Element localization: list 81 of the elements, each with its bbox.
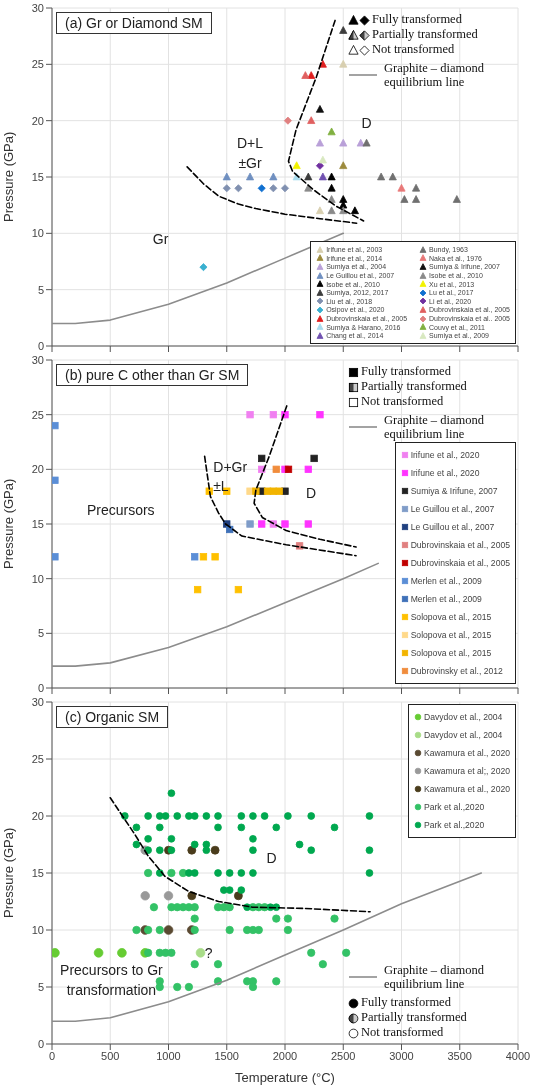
legend-label: Graphite – diamond equilibrium line <box>384 61 485 89</box>
annotation: D+L <box>237 135 264 152</box>
x-tick-label: 4000 <box>505 1049 531 1062</box>
y-tick-label: 15 <box>31 866 44 879</box>
x-tick-label: 3500 <box>447 1049 472 1062</box>
annotation: Not transformed <box>372 42 455 57</box>
annotation: Not transformed <box>361 394 444 409</box>
legend-label: Kawamura et al;, 2020 <box>424 766 510 776</box>
x-tick-label: 500 <box>101 1049 120 1062</box>
y-axis-title: Pressure (GPa) <box>0 827 16 918</box>
annotation: D <box>361 114 372 131</box>
y-axis-title: Pressure (GPa) <box>0 131 16 222</box>
legend-label: Merlen et al., 2009 <box>410 594 482 604</box>
y-tick-label: 20 <box>31 463 44 476</box>
legend-label: Le Guillou et al., 2007 <box>410 522 495 532</box>
legend-label: Davydov et al., 2004 <box>424 712 503 722</box>
annotation: Partially transformed <box>361 379 467 394</box>
text: (c) Organic SM <box>56 706 169 728</box>
annotation: Precursors to Gr <box>60 961 163 978</box>
legend-label: Dubrovinsky et al., 2012 <box>410 666 503 676</box>
annotation: transformation <box>66 982 157 999</box>
legend-label: Graphite – diamond equilibrium line <box>384 413 485 441</box>
x-tick-label: 2000 <box>272 1049 298 1062</box>
y-tick-label: 30 <box>31 353 44 366</box>
x-tick-label: 1500 <box>214 1049 239 1062</box>
y-tick-label: 15 <box>31 170 44 183</box>
annotation: D+Gr <box>213 459 248 476</box>
y-tick-label: 0 <box>37 681 44 694</box>
legend-label: Park et al.,2020 <box>424 820 485 830</box>
y-tick-label: 0 <box>37 339 44 352</box>
y-tick-label: 20 <box>31 114 44 127</box>
annotation: D <box>266 850 277 867</box>
y-tick-label: 5 <box>37 627 44 640</box>
annotation: ±Gr <box>238 155 262 172</box>
annotation: Fully transformed <box>372 12 462 27</box>
y-tick-label: 5 <box>37 980 44 993</box>
annotation: Partially transformed <box>372 27 478 42</box>
legend-label: Graphite – diamond equilibrium line <box>384 963 485 991</box>
legend-label: Irifune et al., 2020 <box>410 468 480 478</box>
y-axis-title: Pressure (GPa) <box>0 478 16 569</box>
y-tick-label: 25 <box>31 58 44 71</box>
annotation: Gr <box>152 230 169 247</box>
legend-label: Irifune et al., 2020 <box>410 450 480 460</box>
annotation: Fully transformed <box>361 364 451 379</box>
legend-label: Dubrovinskaia et al., 2005 <box>410 558 510 568</box>
text: (b) pure C other than Gr SM <box>56 364 249 386</box>
legend-label: Solopova et al., 2015 <box>410 612 492 622</box>
annotation: Precursors <box>86 501 155 518</box>
y-tick-label: 10 <box>31 572 44 585</box>
y-tick-label: 30 <box>31 695 44 708</box>
legend-label: Kawamura et al., 2020 <box>424 784 510 794</box>
x-tick-label: 3000 <box>389 1049 414 1062</box>
legend-label: Merlen et al., 2009 <box>410 576 482 586</box>
legend-label: Solopova et al., 2015 <box>410 630 492 640</box>
x-tick-label: 0 <box>48 1049 56 1062</box>
y-tick-label: 10 <box>31 227 44 240</box>
legend-label: Le Guillou et al., 2007 <box>410 504 495 514</box>
y-tick-label: 5 <box>37 283 44 296</box>
x-tick-label: 1000 <box>156 1049 181 1062</box>
legend-label: Sumiya & Irifune, 2007 <box>410 486 498 496</box>
annotation: Partially transformed <box>361 1010 467 1025</box>
x-axis-title: Temperature (°C) <box>235 1070 335 1085</box>
y-tick-label: 0 <box>37 1037 44 1050</box>
legend-label: Kawamura et al., 2020 <box>424 748 510 758</box>
y-tick-label: 25 <box>31 752 44 765</box>
x-tick-label: 2500 <box>331 1049 356 1062</box>
y-tick-label: 20 <box>31 809 44 822</box>
annotation: Not transformed <box>361 1025 444 1040</box>
legend-label: Park et al.,2020 <box>424 802 485 812</box>
y-tick-label: 30 <box>31 1 44 14</box>
legend-label: Dubrovinskaia et al., 2005 <box>410 540 510 550</box>
text: (a) Gr or Diamond SM <box>56 12 212 34</box>
y-tick-label: 10 <box>31 923 44 936</box>
annotation: ? <box>204 944 213 961</box>
annotation: Fully transformed <box>361 995 451 1010</box>
annotation: ±L <box>213 477 229 494</box>
annotation: D <box>306 485 317 502</box>
legend-label: Davydov et al., 2004 <box>424 730 503 740</box>
y-tick-label: 25 <box>31 408 44 421</box>
y-tick-label: 15 <box>31 517 44 530</box>
legend-label: Solopova et al., 2015 <box>410 648 492 658</box>
